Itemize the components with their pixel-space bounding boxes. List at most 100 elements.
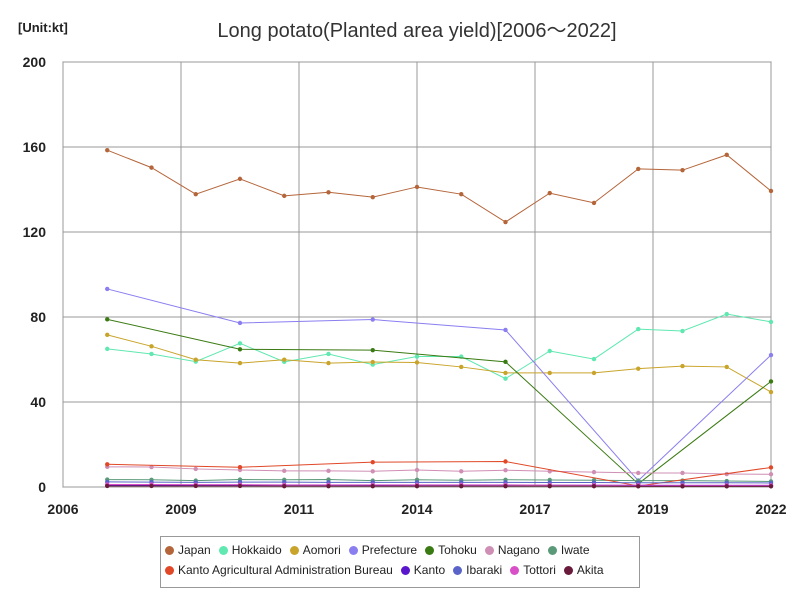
legend-label: Nagano [497, 543, 540, 557]
chart-title: Long potato(Planted area yield)[2006～202… [217, 20, 617, 42]
data-point [370, 459, 375, 465]
y-tick-label: 120 [23, 224, 47, 240]
data-point [326, 360, 331, 366]
data-point [237, 465, 243, 470]
legend-label: Kanto [413, 563, 446, 577]
chart-legend: Japan Hokkaido Aomori Prefecture Tohoku Nagan… [160, 536, 640, 588]
legend-label: Tohoku [438, 543, 477, 557]
data-point [105, 346, 110, 352]
x-tick-label: 2011 [284, 501, 315, 517]
series-line [107, 481, 772, 484]
legend-item: Nagano [484, 540, 540, 560]
data-point [282, 193, 287, 199]
data-point [237, 483, 243, 489]
y-tick-label: 40 [30, 394, 46, 410]
x-tick-label: 2009 [165, 501, 196, 517]
data-point [193, 191, 198, 197]
data-point [414, 467, 420, 473]
legend-swatch [563, 566, 573, 575]
legend-label: Hokkaido [231, 543, 282, 557]
x-tick-label: 2022 [755, 501, 786, 517]
data-point [768, 465, 774, 470]
data-point [680, 484, 685, 489]
data-point [591, 370, 597, 376]
data-point [149, 165, 154, 170]
data-point [370, 359, 375, 365]
legend-label: Akita [576, 563, 604, 577]
data-point [105, 332, 110, 338]
legend-item: Tohoku [425, 540, 477, 560]
legend-item: Tottori [510, 560, 556, 580]
data-point [591, 483, 597, 489]
data-point [503, 370, 508, 376]
data-point [459, 364, 464, 370]
data-point [105, 483, 110, 489]
data-point [105, 462, 110, 467]
series-akita [105, 483, 774, 489]
legend-label: Ibaraki [466, 563, 503, 577]
data-point [591, 200, 597, 206]
data-point [237, 176, 243, 182]
data-point [370, 347, 375, 353]
data-point [282, 468, 287, 474]
data-point [414, 483, 420, 489]
legend-swatch [400, 566, 410, 575]
data-point [724, 484, 729, 489]
data-point [459, 469, 464, 474]
y-tick-label: 80 [30, 309, 46, 325]
legend-label: Aomori [302, 543, 341, 557]
legend-item: Japan [165, 540, 211, 560]
data-point [680, 470, 685, 476]
data-point [768, 188, 774, 194]
data-point [459, 483, 464, 489]
data-point [414, 184, 420, 190]
data-point [326, 190, 331, 195]
data-point [636, 326, 641, 332]
legend-item: Kanto [400, 560, 446, 580]
legend-item: Prefecture [348, 540, 417, 560]
series-line [107, 483, 771, 486]
line-chart: 0 40 80 120 160 200 2006 2009 2011 2014 2017 2019 20… [23, 54, 787, 517]
legend-label: Japan [178, 543, 211, 557]
series-japan [105, 147, 774, 225]
data-point [237, 347, 243, 352]
data-point [503, 327, 508, 333]
x-tick-label: 2017 [519, 501, 550, 517]
data-point [326, 483, 331, 489]
data-point [105, 317, 110, 322]
legend-label: Iwate [560, 543, 590, 557]
y-tick-label: 0 [38, 479, 46, 495]
data-point [105, 147, 110, 153]
data-point [414, 354, 420, 359]
data-point [459, 191, 464, 197]
legend-label: Kanto Agricultural Administration Bureau [178, 563, 393, 577]
data-point [591, 356, 597, 362]
y-tick-label: 160 [23, 139, 47, 155]
series-hokkaido [105, 311, 774, 381]
legend-swatch [453, 566, 463, 575]
legend-swatch [348, 546, 358, 555]
series-line [107, 288, 772, 482]
legend-swatch [218, 546, 228, 555]
data-point [503, 483, 508, 489]
data-point [149, 464, 154, 470]
data-point [547, 190, 552, 196]
legend-item: Ibaraki [453, 560, 502, 580]
data-point [680, 363, 685, 369]
series-line [107, 149, 772, 223]
data-point [636, 366, 641, 371]
data-point [768, 389, 774, 395]
data-point [105, 286, 110, 292]
data-point [282, 483, 287, 489]
data-point [768, 352, 774, 358]
legend-swatch [547, 546, 557, 555]
data-point [370, 483, 375, 489]
legend-swatch [165, 566, 174, 575]
series-line [107, 313, 772, 380]
data-point [636, 470, 641, 476]
data-point [237, 320, 243, 326]
legend-swatch [289, 546, 299, 555]
data-point [149, 351, 154, 357]
data-point [149, 483, 154, 489]
axis-layer: 0 40 80 120 160 200 2006 2009 2011 2014 2017 2019 20… [23, 54, 787, 517]
